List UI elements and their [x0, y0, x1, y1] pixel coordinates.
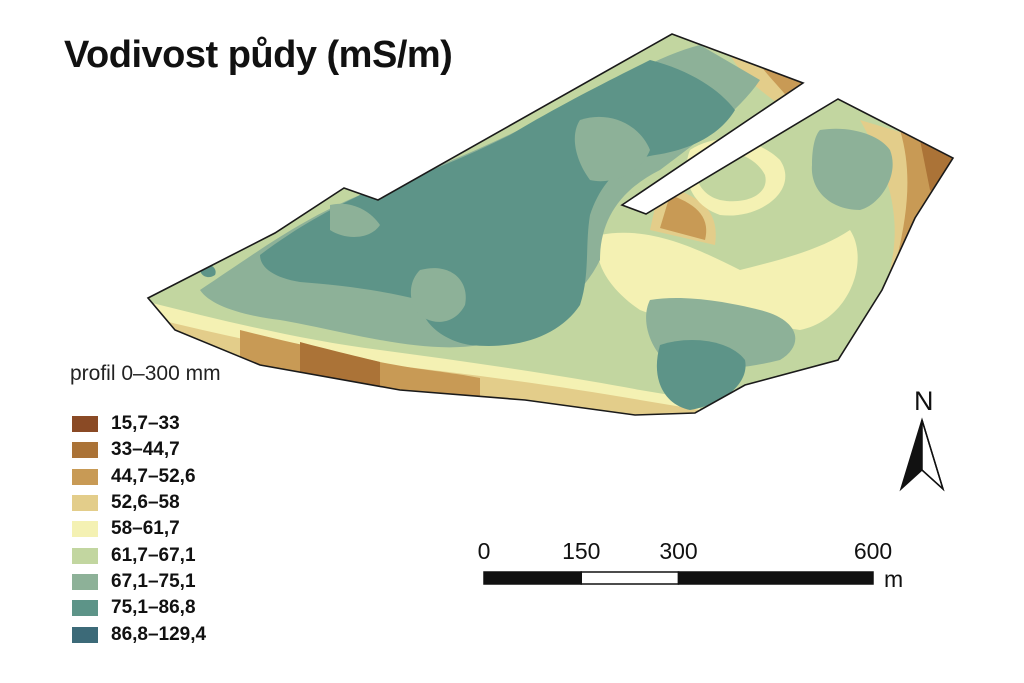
- legend-item: 44,7–52,6: [72, 464, 206, 490]
- scale-unit: m: [884, 566, 904, 592]
- legend-subtitle: profil 0–300 mm: [70, 362, 221, 385]
- legend-label: 44,7–52,6: [111, 465, 196, 487]
- legend-label: 86,8–129,4: [111, 623, 207, 645]
- legend-swatch: [72, 495, 98, 512]
- legend-item: 15,7–33: [72, 411, 206, 437]
- legend-swatch: [72, 521, 98, 538]
- north-arrow-icon: [899, 417, 945, 492]
- north-label: N: [914, 386, 934, 416]
- legend-swatch: [72, 547, 98, 564]
- legend-label: 67,1–75,1: [111, 570, 196, 592]
- scale-segment: [580, 571, 680, 585]
- scale-tick-label: 300: [659, 538, 698, 564]
- map-title: Vodivost půdy (mS/m): [64, 34, 453, 76]
- legend-label: 15,7–33: [111, 413, 180, 435]
- legend-swatch: [72, 600, 98, 617]
- legend-label: 75,1–86,8: [111, 597, 196, 619]
- scale-segment: [483, 571, 582, 585]
- legend-swatch: [72, 573, 98, 590]
- legend-swatch: [72, 468, 98, 485]
- legend-swatch: [72, 416, 98, 433]
- legend-item: 52,6–58: [72, 490, 206, 516]
- scale-tick-label: 150: [562, 538, 601, 564]
- legend-item: 67,1–75,1: [72, 569, 206, 595]
- scale-tick-label: 0: [477, 538, 491, 564]
- legend-item: 33–44,7: [72, 437, 206, 463]
- scale-tick-label: 600: [853, 538, 893, 564]
- scale-segment: [677, 571, 874, 585]
- legend-item: 58–61,7: [72, 516, 206, 542]
- legend-item: 75,1–86,8: [72, 595, 206, 621]
- legend-item: 61,7–67,1: [72, 542, 206, 568]
- legend-swatch: [72, 442, 98, 459]
- legend-label: 61,7–67,1: [111, 544, 196, 566]
- legend: 15,7–33 33–44,7 44,7–52,6 52,6–58 58–61,…: [72, 411, 206, 648]
- field-boundary: [146, 33, 955, 416]
- legend-label: 52,6–58: [111, 492, 180, 514]
- legend-swatch: [72, 626, 98, 643]
- scale-bar: [483, 571, 874, 585]
- legend-label: 58–61,7: [111, 518, 180, 540]
- legend-item: 86,8–129,4: [72, 621, 206, 647]
- legend-label: 33–44,7: [111, 439, 180, 461]
